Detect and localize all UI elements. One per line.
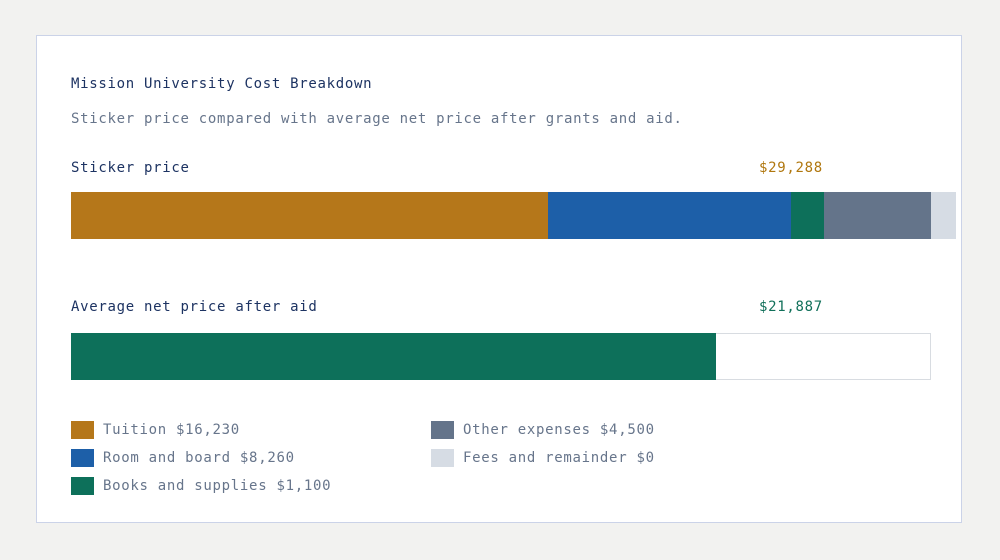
legend-item-books-and-supplies: Books and supplies $1,100 [71,477,331,495]
legend-swatch-fees-and-remainder [431,449,454,467]
chart-title: Mission University Cost Breakdown [71,76,373,92]
legend-item-fees-and-remainder: Fees and remainder $0 [431,449,655,467]
legend-swatch-other-expenses [431,421,454,439]
net-price-bar-track [71,333,931,380]
legend-item-room-and-board: Room and board $8,260 [71,449,295,467]
bar-segment-tuition [71,192,548,239]
legend-label-tuition: Tuition $16,230 [103,422,240,438]
bar-segment-other-expenses [824,192,931,239]
legend-label-room-and-board: Room and board $8,260 [103,450,295,466]
legend-swatch-books-and-supplies [71,477,94,495]
legend-swatch-tuition [71,421,94,439]
net-price-value: $21,887 [759,299,823,315]
sticker-price-stacked-bar [71,192,956,239]
legend-item-other-expenses: Other expenses $4,500 [431,421,655,439]
bar-segment-room-and-board [548,192,791,239]
bar-segment-books-and-supplies [791,192,824,239]
chart-card: Mission University Cost Breakdown Sticke… [36,35,962,523]
legend-item-tuition: Tuition $16,230 [71,421,240,439]
legend-label-fees-and-remainder: Fees and remainder $0 [463,450,655,466]
sticker-price-value: $29,288 [759,160,823,176]
legend-label-other-expenses: Other expenses $4,500 [463,422,655,438]
legend-swatch-room-and-board [71,449,94,467]
bar-segment-fees-and-remainder [931,192,956,239]
net-price-label: Average net price after aid [71,299,318,315]
legend-label-books-and-supplies: Books and supplies $1,100 [103,478,332,494]
net-price-bar-fill [71,333,716,380]
sticker-price-label: Sticker price [71,160,190,176]
chart-subtitle: Sticker price compared with average net … [71,111,683,127]
